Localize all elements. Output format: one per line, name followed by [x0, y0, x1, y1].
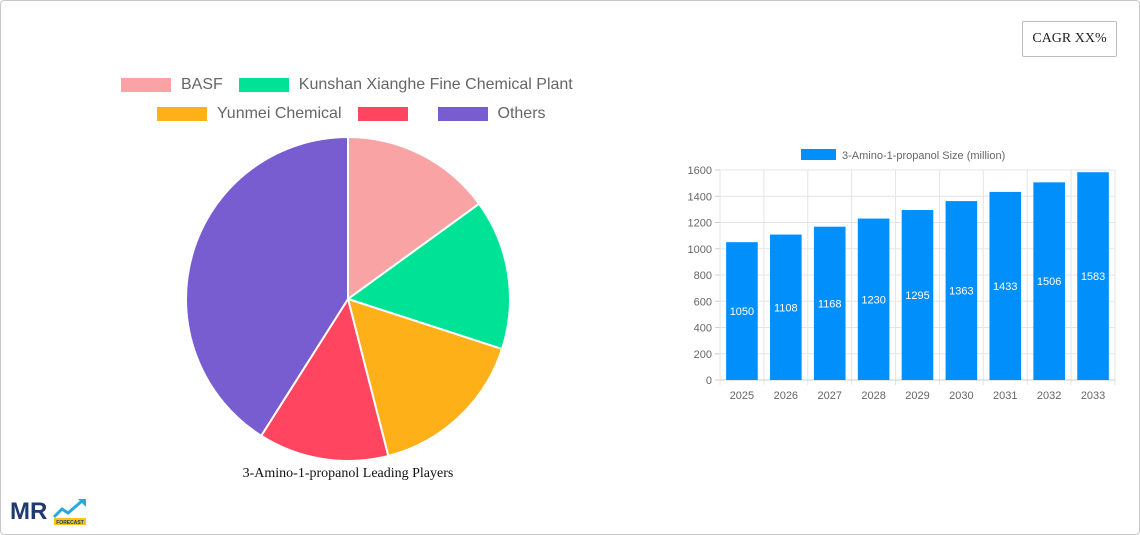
bar-data-label: 1108	[774, 302, 798, 314]
x-tick-label: 2027	[817, 390, 841, 402]
y-tick-label: 0	[706, 375, 712, 387]
y-tick-label: 200	[694, 349, 712, 361]
legend-swatch	[157, 107, 207, 121]
bar-data-label: 1583	[1081, 271, 1105, 283]
pie-legend-item[interactable]: BASF	[121, 76, 223, 94]
y-tick-label: 1400	[688, 191, 712, 203]
bar-data-label: 1230	[861, 294, 885, 306]
bar[interactable]	[945, 201, 978, 380]
bar[interactable]	[1033, 182, 1065, 380]
x-tick-label: 2026	[774, 390, 798, 402]
bar-legend[interactable]: 3-Amino-1-propanol Size (million)	[801, 149, 1005, 162]
bar-data-label: 1050	[730, 306, 754, 318]
y-tick-label: 800	[694, 270, 712, 282]
legend-swatch	[357, 107, 408, 121]
bar[interactable]	[1077, 172, 1109, 380]
legend-swatch	[801, 149, 836, 160]
bar-data-label: 1168	[818, 298, 842, 310]
y-tick-label: 1200	[688, 218, 712, 230]
pie-chart	[185, 135, 511, 462]
cagr-badge: CAGR XX%	[1022, 21, 1117, 57]
bar-data-label: 1506	[1037, 276, 1061, 288]
legend-label: Kunshan Xianghe Fine Chemical Plant	[298, 76, 573, 93]
legend-label: Others	[497, 105, 546, 122]
pie-legend-row: BASF Kunshan Xianghe Fine Chemical Plant	[121, 76, 589, 94]
bar[interactable]	[901, 210, 934, 380]
legend-label: BASF	[181, 76, 223, 93]
pie-legend-item[interactable]: Others	[437, 105, 546, 123]
legend-label: Yunmei Chemical	[217, 105, 342, 122]
bar-data-label: 1295	[905, 290, 929, 302]
x-tick-label: 2029	[905, 390, 929, 402]
logo-arrow-head	[78, 499, 86, 507]
bar-data-label: 1363	[949, 286, 973, 298]
pie-legend-item[interactable]: Kunshan Xianghe Fine Chemical Plant	[238, 76, 573, 94]
bar[interactable]	[813, 226, 846, 380]
logo-badge	[54, 518, 86, 525]
bar[interactable]	[726, 242, 758, 380]
pie-slice[interactable]	[347, 135, 481, 301]
y-tick-label: 1600	[688, 165, 712, 177]
pie-slice[interactable]	[346, 297, 504, 458]
bar[interactable]	[770, 234, 802, 380]
logo-subtext: FORECAST	[56, 520, 84, 526]
mr-forecast-logo: MR FORECAST	[10, 498, 86, 526]
legend-swatch	[437, 107, 488, 121]
legend-swatch	[238, 78, 289, 92]
pie-legend-item[interactable]	[357, 107, 422, 121]
pie-chart-title: 3-Amino-1-propanol Leading Players	[242, 466, 454, 481]
y-tick-label: 1000	[688, 244, 712, 256]
bar-data-label: 1433	[993, 281, 1017, 293]
bar-legend-label: 3-Amino-1-propanol Size (million)	[842, 150, 1005, 162]
x-tick-label: 2025	[730, 390, 754, 402]
pie-legend-row: Yunmei Chemical Others	[157, 105, 562, 123]
y-tick-label: 400	[694, 323, 712, 335]
bar[interactable]	[989, 191, 1022, 380]
pie-legend-item[interactable]: Yunmei Chemical	[157, 105, 342, 123]
y-tick-label: 600	[694, 296, 712, 308]
x-tick-label: 2032	[1037, 390, 1061, 402]
logo-text: MR	[10, 498, 47, 525]
bar[interactable]	[857, 218, 890, 380]
bar-chart: 3-Amino-1-propanol Size (million) 0 200 400…	[688, 149, 1116, 402]
x-tick-label: 2031	[993, 390, 1017, 402]
x-tick-label: 2028	[861, 390, 885, 402]
legend-swatch	[121, 78, 171, 92]
pie-slice[interactable]	[345, 202, 511, 351]
pie-slice[interactable]	[185, 135, 349, 438]
logo-trend-arrow	[52, 499, 83, 519]
pie-slice[interactable]	[259, 296, 390, 462]
x-tick-label: 2033	[1081, 390, 1105, 402]
x-tick-label: 2030	[949, 390, 973, 402]
